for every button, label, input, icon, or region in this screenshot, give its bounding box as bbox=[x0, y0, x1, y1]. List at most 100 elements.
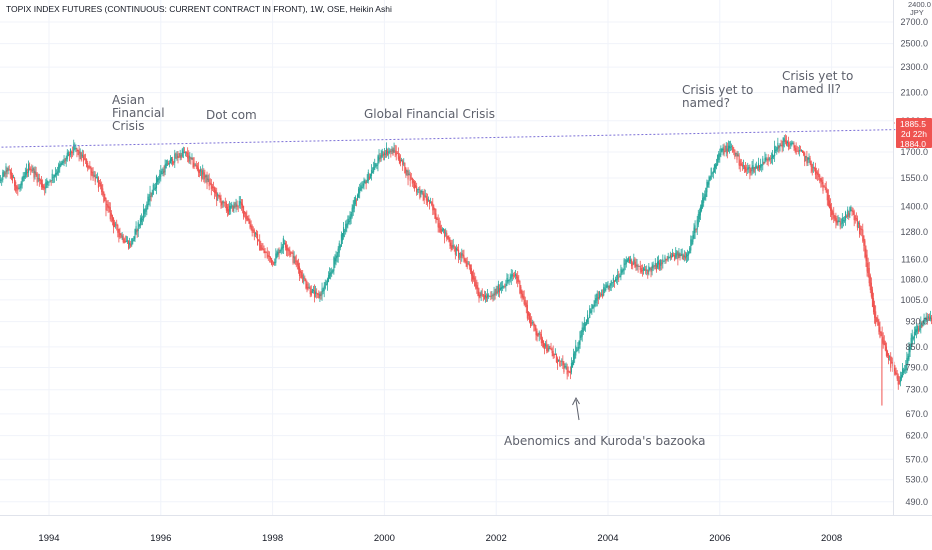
annotation-dot-com[interactable]: Dot com bbox=[206, 108, 257, 122]
candle-body bbox=[764, 157, 766, 164]
candle-body bbox=[8, 169, 10, 171]
candle-body bbox=[833, 212, 835, 219]
candle-body bbox=[774, 146, 776, 157]
candle-body bbox=[608, 285, 610, 291]
candle-body bbox=[240, 202, 242, 206]
candle-body bbox=[674, 255, 676, 261]
candle-body bbox=[803, 151, 805, 155]
candle-body bbox=[448, 237, 450, 242]
price-axis[interactable]: 2700.02500.02300.02100.01900.01700.01550… bbox=[900, 17, 928, 507]
candle-body bbox=[264, 251, 266, 254]
candle-body bbox=[722, 147, 724, 151]
candle-body bbox=[555, 354, 557, 363]
candle-body bbox=[507, 280, 509, 282]
candle-body bbox=[321, 288, 323, 296]
candle-body bbox=[797, 151, 799, 152]
candle-body bbox=[20, 183, 22, 188]
chart-title: TOPIX INDEX FUTURES (CONTINUOUS: CURRENT… bbox=[6, 4, 392, 14]
candle-body bbox=[75, 148, 77, 149]
annotation-asian-financial-crisis[interactable]: Asian Financial Crisis bbox=[112, 93, 165, 133]
candle-body bbox=[469, 264, 471, 272]
candle-body bbox=[721, 148, 723, 152]
candle-body bbox=[911, 334, 913, 344]
annotation-abenomics[interactable]: Abenomics and Kuroda's bazooka bbox=[504, 396, 706, 448]
resistance-trendline[interactable] bbox=[1, 113, 932, 148]
candle-body bbox=[709, 177, 711, 181]
candle-body bbox=[352, 205, 354, 213]
candle-body bbox=[110, 213, 112, 217]
candle-body bbox=[163, 171, 165, 174]
annotation-crisis-yet-to-named-ii[interactable]: Crisis yet to named II? bbox=[782, 69, 853, 96]
candle-body bbox=[290, 252, 292, 254]
candle-body bbox=[496, 291, 498, 294]
candle-body bbox=[306, 283, 308, 290]
candle-body bbox=[679, 254, 681, 258]
candle-body bbox=[876, 317, 878, 322]
candle-body bbox=[846, 216, 848, 218]
candle-body bbox=[364, 180, 366, 183]
candle-body bbox=[763, 161, 765, 165]
candle-body bbox=[836, 220, 838, 225]
candle-body bbox=[829, 204, 832, 211]
time-axis[interactable]: 1994199619982000200220042006200820102012… bbox=[38, 533, 932, 544]
candle-body bbox=[877, 319, 879, 326]
candle-body bbox=[275, 253, 277, 263]
candle-body bbox=[879, 327, 881, 338]
candle-body bbox=[17, 187, 19, 191]
candle-body bbox=[339, 245, 341, 248]
candle-body bbox=[850, 209, 852, 212]
candle-body bbox=[389, 150, 391, 153]
candle-body bbox=[66, 152, 68, 160]
candle-body bbox=[474, 277, 476, 287]
annotation-line: Financial bbox=[112, 106, 165, 120]
candle-body bbox=[54, 173, 56, 177]
candle-body bbox=[868, 267, 870, 284]
candle-body bbox=[303, 277, 305, 279]
candle-body bbox=[690, 239, 692, 251]
annotation-global-financial-crisis[interactable]: Global Financial Crisis bbox=[364, 107, 495, 121]
candle-body bbox=[923, 317, 925, 324]
candle-body bbox=[816, 171, 818, 174]
candle-body bbox=[454, 246, 456, 255]
candle-body bbox=[61, 160, 63, 165]
candle-body bbox=[284, 243, 287, 248]
candle-body bbox=[11, 175, 13, 181]
candle-body bbox=[609, 283, 611, 289]
candle-body bbox=[884, 342, 886, 351]
candle-body bbox=[252, 229, 254, 232]
candle-body bbox=[682, 254, 684, 260]
candle-body bbox=[95, 176, 97, 179]
candle-body bbox=[918, 328, 920, 332]
candle-body bbox=[278, 252, 280, 254]
candle-body bbox=[399, 159, 402, 163]
candle-body bbox=[881, 332, 883, 342]
candle-body bbox=[129, 242, 131, 245]
candle-body bbox=[865, 248, 867, 261]
candle-body bbox=[646, 269, 648, 271]
candle-body bbox=[698, 211, 700, 220]
candle-body bbox=[766, 158, 768, 160]
candle-body bbox=[174, 153, 176, 163]
time-tick-label: 1994 bbox=[38, 533, 59, 544]
candle-body bbox=[103, 191, 105, 203]
candle-body bbox=[553, 353, 555, 356]
candle-body bbox=[30, 169, 32, 171]
annotation-crisis-yet-to-named[interactable]: Crisis yet to named? bbox=[682, 83, 753, 110]
candle-body bbox=[593, 304, 595, 308]
candle-body bbox=[460, 253, 462, 258]
candle-body bbox=[135, 226, 137, 234]
candle-body bbox=[671, 253, 674, 257]
candle-body bbox=[585, 319, 588, 325]
candle-body bbox=[327, 275, 330, 282]
price-tick-label: 2700.0 bbox=[900, 17, 928, 27]
candle-body bbox=[751, 166, 753, 172]
candle-body bbox=[880, 332, 882, 333]
candle-body bbox=[418, 188, 420, 190]
candle-body bbox=[845, 212, 847, 221]
candle-body bbox=[405, 167, 407, 176]
candle-body bbox=[145, 208, 147, 212]
candle-body bbox=[293, 256, 295, 258]
candle-body bbox=[549, 348, 551, 349]
candle-body bbox=[762, 158, 764, 166]
